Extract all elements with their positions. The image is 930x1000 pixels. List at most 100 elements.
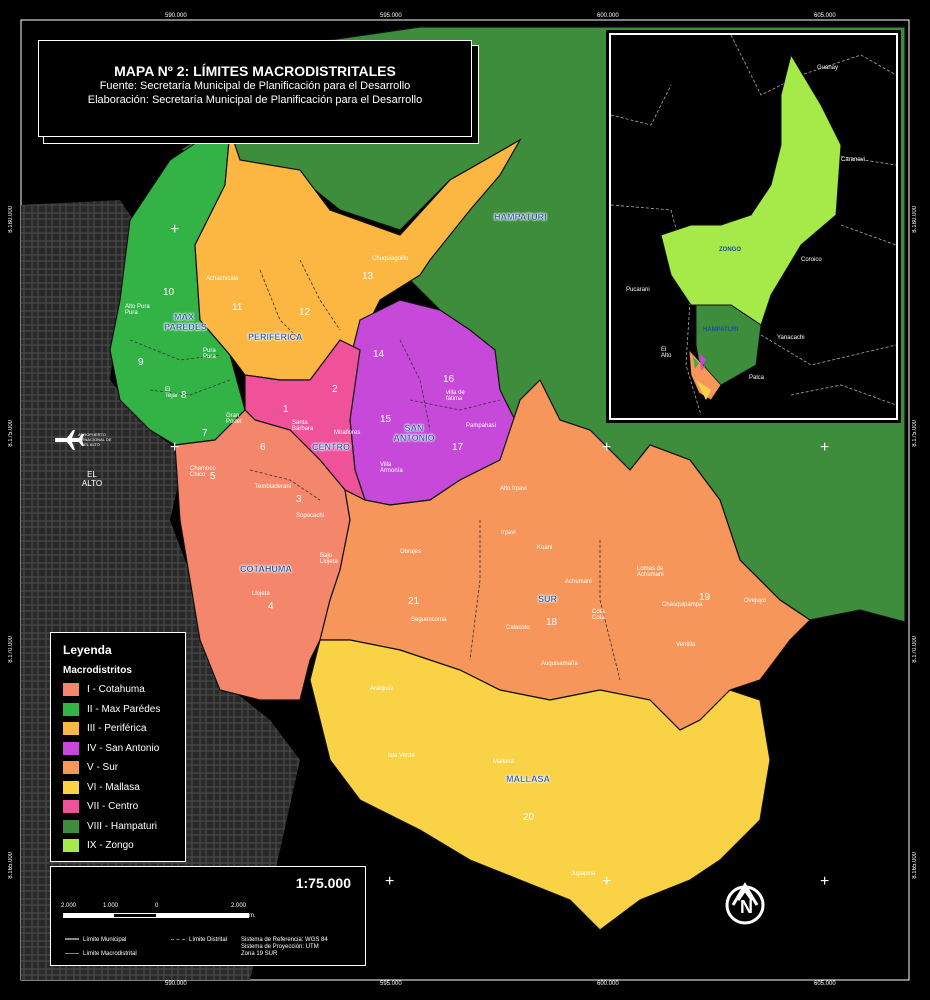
place-villa-armonia: Villa Armonía [380, 462, 403, 474]
place-pampahasi: Pampahasi [466, 423, 497, 429]
place-jupapina: Jupapina [571, 871, 596, 877]
inset-zongo-area [660, 53, 842, 326]
district-10: 10 [163, 287, 175, 298]
legend-swatch [63, 741, 79, 755]
legend-item-label: IX - Zongo [87, 840, 134, 852]
district-periferica [194, 129, 522, 381]
coord-bottom-2: 595.000 [380, 981, 402, 987]
legend-item: IX - Zongo [63, 836, 185, 856]
district-15: 15 [380, 414, 392, 425]
inset-guanay: Guanay [817, 65, 839, 71]
label-el-alto: EL ALTO [81, 470, 103, 488]
place-gran-poder: Gran Poder [226, 413, 243, 425]
legend-item: II - Max Parédes [63, 700, 185, 720]
district-13: 13 [362, 271, 374, 282]
place-llojeta: Llojeta [252, 591, 270, 597]
place-alto-pura-pura: Alto Pura Pura [125, 304, 150, 316]
legend-swatch [63, 683, 79, 697]
legend-municipal-label: Límite Municipal [83, 937, 127, 943]
north-arrow-icon [731, 882, 759, 906]
legend-item-label: VI - Mallasa [87, 781, 140, 793]
legend-swatch [63, 722, 79, 736]
grid-cross: + [385, 873, 395, 890]
scale-tick: 1.000 [103, 903, 119, 909]
label-max-paredes: MAX PAREDES [164, 312, 207, 332]
inset-zongo: ZONGO [719, 247, 741, 253]
coord-right-2: 8.175.000 [912, 420, 918, 447]
grid-cross: + [170, 221, 180, 238]
coord-bottom-3: 600.000 [597, 981, 619, 987]
coord-top-2: 595.000 [380, 13, 402, 19]
legend-macro-label: Límite Macrodistrital [83, 951, 137, 957]
legend-swatch [63, 761, 79, 775]
district-17: 17 [452, 442, 464, 453]
district-18: 18 [546, 617, 558, 628]
label-cotahuma: COTAHUMA [240, 564, 292, 574]
place-obrajes: Obrajes [400, 549, 422, 555]
legend-items: I - Cotahuma II - Max Parédes III - Perifé… [51, 680, 185, 856]
legend-title: Leyenda [63, 643, 112, 657]
legend-item-label: V - Sur [87, 762, 119, 774]
legend-swatch [63, 780, 79, 794]
inset-pucarani: Pucarani [626, 287, 650, 293]
inset-locator-map: Guanay Caranavi ZONGO Coroico Pucarani H… [609, 33, 898, 420]
grid-cross: + [602, 439, 612, 456]
legend-subtitle: Macrodistritos [63, 665, 132, 676]
legend-distrital-label: Límite Distrital [189, 937, 228, 943]
place-pura-pura: Pura Pura [203, 348, 216, 360]
svg-text:N: N [740, 897, 753, 917]
scale-tick: 2.000 [61, 903, 77, 909]
label-mallasa: MALLASA [506, 774, 550, 784]
label-periferica: PERIFÉRICA [248, 332, 303, 342]
scale-unit: m. [249, 913, 256, 919]
label-sur: SUR [538, 594, 558, 604]
scale-bar-segment [157, 913, 249, 918]
place-ventilla: Ventilla [676, 642, 696, 648]
place-bajo-llojeta: Bajo Llojeta [320, 553, 338, 565]
coord-left-2: 8.175.000 [8, 420, 14, 447]
grid-cross: + [602, 873, 612, 890]
inset-palca: Palca [749, 375, 765, 381]
place-miraflores: Miraflores [334, 430, 361, 436]
legend-item-label: VIII - Hampaturi [87, 820, 158, 832]
legend-swatch [63, 800, 79, 814]
legend-item: I - Cotahuma [63, 680, 185, 700]
legend-municipal: Límite Municipal [65, 937, 126, 943]
inset-caranavi: Caranavi [841, 157, 866, 163]
scale-tick: 2.000 [231, 903, 247, 909]
place-chasquipampa: Chasquipampa [662, 602, 703, 608]
coord-top-1: 590.000 [165, 13, 187, 19]
district-5: 5 [210, 471, 216, 482]
inset-hampaturi: HAMPATURI [703, 327, 739, 333]
scale-ref: Sistema de Referencia: WGS 84 [241, 937, 328, 943]
place-isla-verde: Isla Verde [388, 753, 415, 759]
place-auquisamana: Auquisamaña [541, 661, 578, 667]
district-21: 21 [408, 596, 420, 607]
label-airport: AEROPUERTO INTERNACIONAL DE EL ALTO [72, 432, 112, 447]
place-aranjuez: Aranjuez [370, 686, 394, 692]
place-cota-cota: Cota Cota [592, 609, 605, 621]
place-irpavi: Irpavi [501, 530, 516, 536]
map-source: Fuente: Secretaría Municipal de Planific… [99, 80, 411, 92]
coord-top-4: 605.000 [814, 13, 836, 19]
legend-item: VIII - Hampaturi [63, 817, 185, 837]
place-chuquiaguillo: Chuquiaguillo [372, 256, 409, 262]
legend: Leyenda Macrodistritos I - Cotahuma II - … [50, 632, 186, 862]
legend-item: III - Periférica [63, 719, 185, 739]
district-20: 20 [523, 812, 535, 823]
scale-proj: Sistema de Proyección: UTM [241, 944, 319, 950]
coord-right-3: 8.170.000 [912, 636, 918, 663]
place-seguencoma: Seguencoma [411, 617, 447, 623]
place-koani: Koani [537, 545, 553, 551]
grid-cross: + [820, 873, 830, 890]
district-9: 9 [138, 357, 144, 368]
place-el-tejar: El Tejar [165, 387, 179, 399]
district-2: 2 [332, 384, 338, 395]
legend-item: IV - San Antonio [63, 739, 185, 759]
legend-swatch [63, 839, 79, 853]
inset-map-graphic [610, 34, 897, 416]
district-7: 7 [202, 428, 208, 439]
airplane-icon [55, 430, 84, 450]
coord-bottom-1: 590.000 [165, 981, 187, 987]
district-19: 19 [699, 592, 711, 603]
